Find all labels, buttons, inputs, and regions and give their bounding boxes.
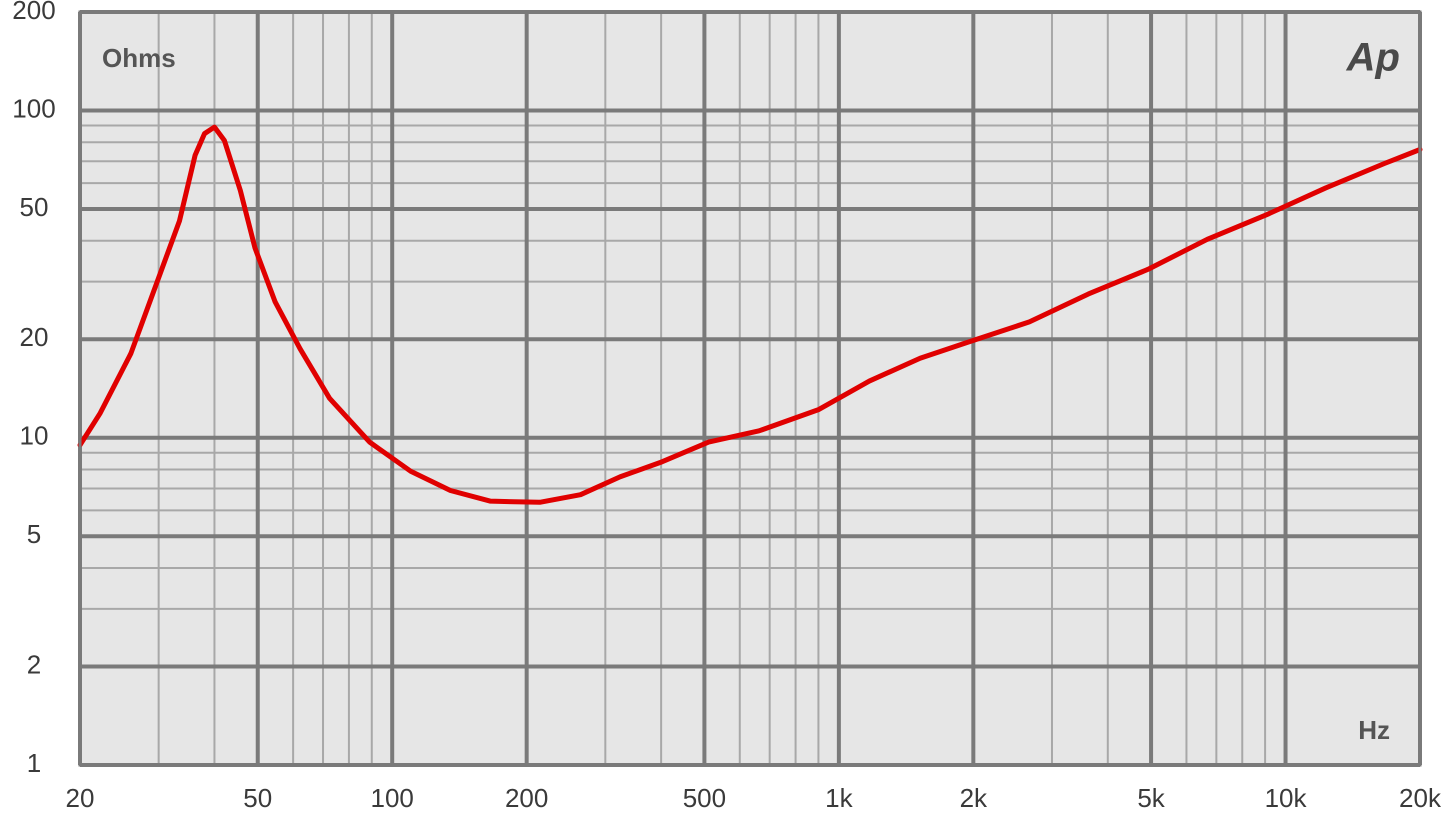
y-unit-label: Ohms [102, 43, 176, 73]
y-tick-label: 200 [12, 0, 55, 25]
impedance-line [77, 124, 1423, 505]
x-tick-label: 100 [371, 783, 414, 813]
x-tick-label: 1k [825, 783, 853, 813]
y-tick-label: 50 [20, 192, 49, 222]
y-tick-label: 100 [12, 93, 55, 123]
x-unit-label: Hz [1358, 715, 1390, 745]
x-tick-label: 200 [505, 783, 548, 813]
y-tick-label: 2 [27, 649, 41, 679]
logo: Ap [1346, 36, 1400, 80]
x-tick-label: 500 [683, 783, 726, 813]
y-tick-label: 20 [20, 322, 49, 352]
curve-layer [77, 124, 1423, 505]
x-tick-label: 2k [960, 783, 988, 813]
plot-frame [78, 10, 1422, 767]
x-tick-label: 10k [1265, 783, 1308, 813]
x-tick-label: 20k [1399, 783, 1442, 813]
y-tick-label: 5 [27, 519, 41, 549]
x-tick-label: 50 [243, 783, 272, 813]
x-tick-label: 20 [66, 783, 95, 813]
grid [78, 10, 1422, 767]
y-tick-label: 10 [20, 421, 49, 451]
x-tick-label: 5k [1137, 783, 1165, 813]
y-tick-label: 1 [27, 748, 41, 778]
plot-area [80, 12, 1420, 765]
